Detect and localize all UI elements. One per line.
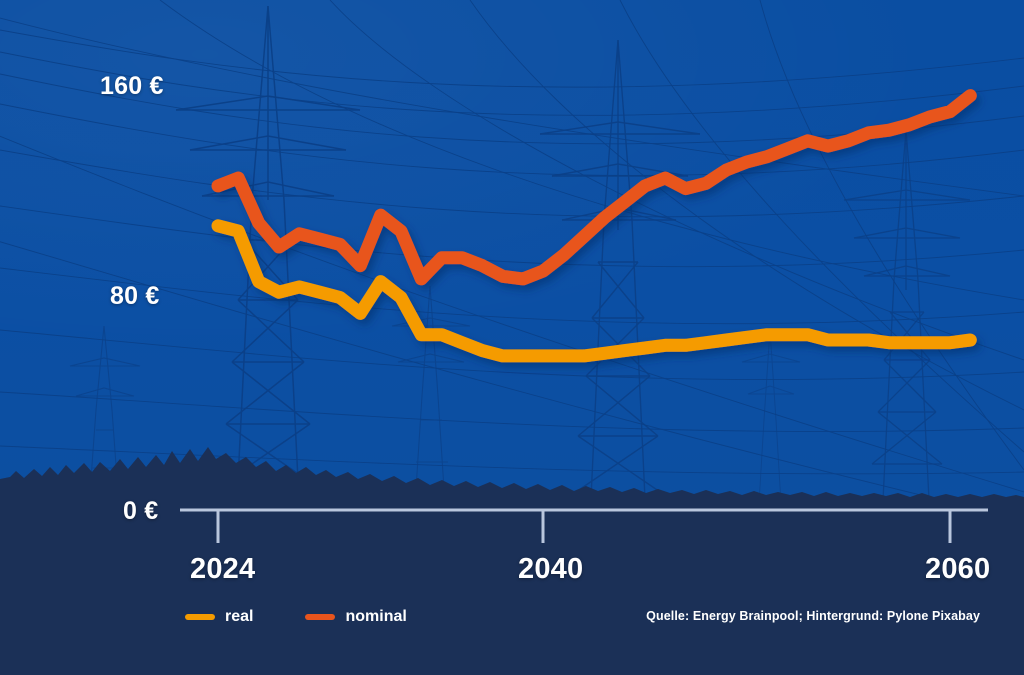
series-line-nominal: [211, 89, 977, 286]
footer-band: [0, 505, 1024, 675]
x-tick-label-2040: 2040: [518, 553, 584, 585]
legend-label-real: real: [225, 608, 254, 625]
legend-label-nominal: nominal: [345, 608, 407, 625]
legend-swatch-real: [185, 614, 215, 620]
source-note: Quelle: Energy Brainpool; Hintergrund: P…: [646, 609, 980, 623]
legend-swatch-nominal: [305, 614, 336, 620]
treeline-silhouette: [0, 447, 1024, 505]
x-tick-label-2060: 2060: [925, 553, 991, 585]
legend-item-real[interactable]: real: [185, 608, 253, 626]
series-line-real: [211, 219, 977, 363]
x-axis: [180, 508, 988, 543]
legend-item-nominal[interactable]: nominal: [305, 608, 407, 626]
chart-legend: real nominal: [185, 608, 407, 626]
y-tick-label-160: 160 €: [100, 72, 164, 100]
x-tick-label-2024: 2024: [190, 553, 256, 585]
y-tick-label-0: 0 €: [123, 497, 159, 525]
y-tick-label-80: 80 €: [110, 282, 160, 310]
